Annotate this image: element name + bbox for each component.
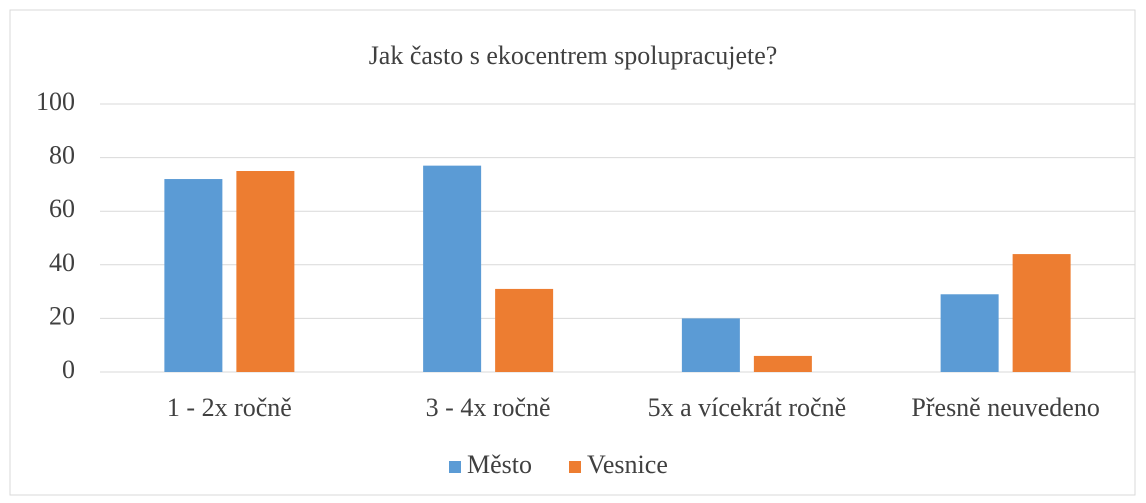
y-tick-label: 0 (62, 355, 75, 384)
legend-swatch (569, 461, 581, 473)
bar (164, 179, 223, 372)
x-tick-label: 5x a vícekrát ročně (648, 393, 847, 422)
bar (423, 165, 482, 372)
y-tick-label: 60 (49, 194, 75, 223)
legend-label: Vesnice (587, 450, 668, 479)
chart-title: Jak často s ekocentrem spolupracujete? (369, 41, 778, 70)
bar (681, 318, 740, 372)
y-tick-label: 100 (36, 87, 75, 116)
y-tick-label: 40 (49, 248, 75, 277)
x-tick-label: Přesně neuvedeno (911, 393, 1099, 422)
y-tick-label: 20 (49, 301, 75, 330)
bar (495, 288, 554, 372)
bar (1012, 254, 1071, 372)
bar (236, 171, 295, 372)
legend-label: Město (467, 450, 532, 479)
bar (753, 355, 812, 372)
y-tick-label: 80 (49, 141, 75, 170)
x-tick-label: 1 - 2x ročně (167, 393, 292, 422)
legend-swatch (449, 461, 461, 473)
bar (940, 294, 999, 372)
x-tick-label: 3 - 4x ročně (426, 393, 551, 422)
